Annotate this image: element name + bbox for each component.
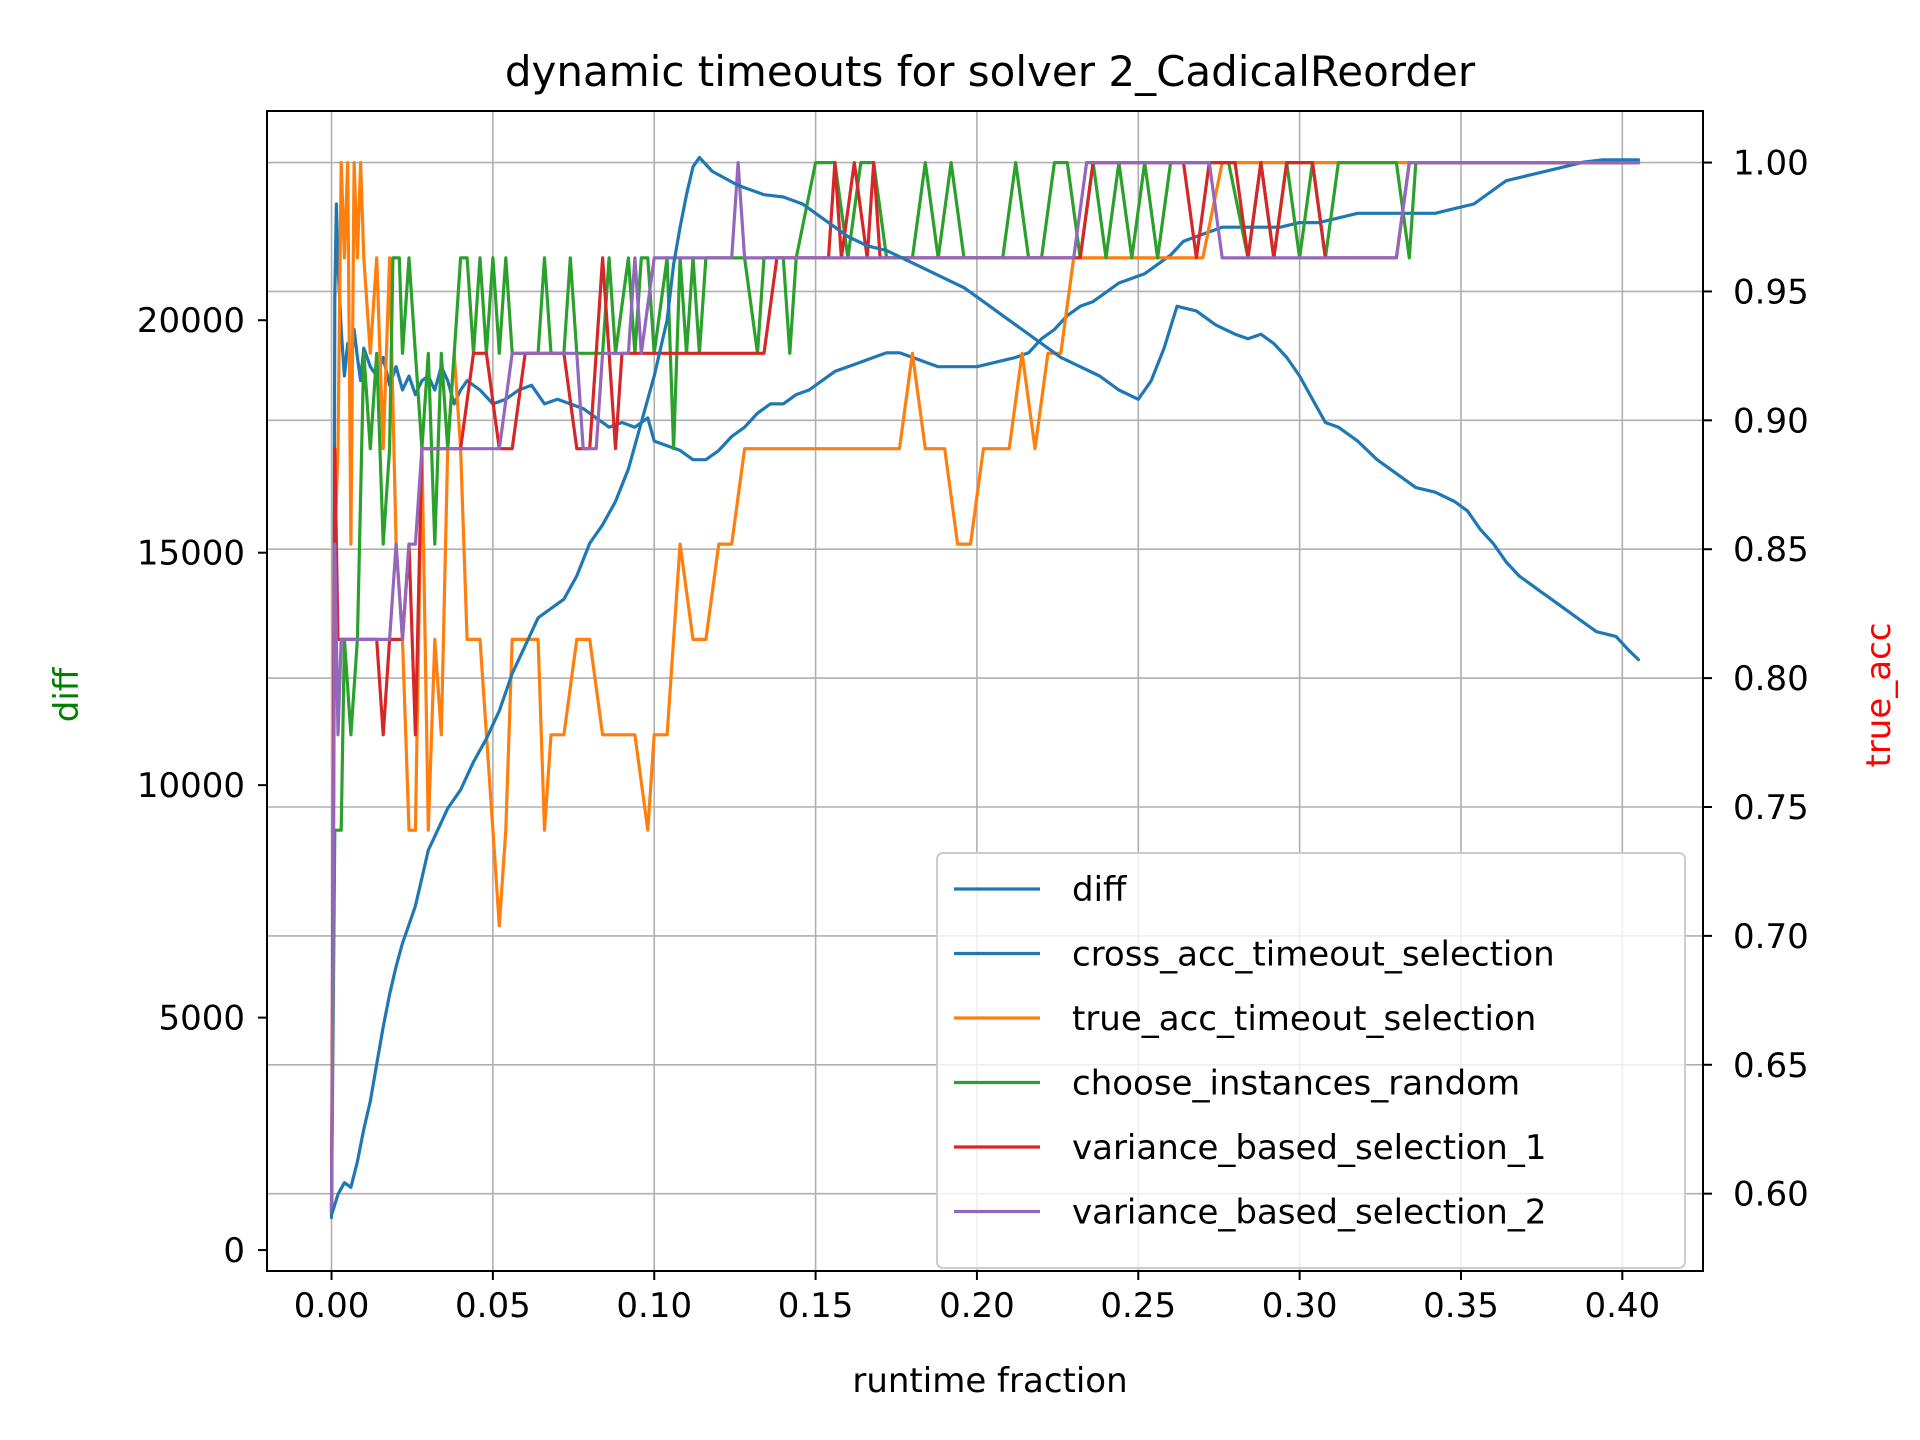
legend-label: true_acc_timeout_selection — [1072, 999, 1536, 1039]
legend-label: diff — [1072, 870, 1128, 910]
y-right-tick-label: 0.65 — [1733, 1046, 1809, 1086]
y-left-tick-label: 0 — [223, 1231, 245, 1271]
y-axis-left-title: diff — [47, 666, 87, 722]
y-right-tick-label: 0.80 — [1733, 659, 1809, 699]
x-tick-label: 0.35 — [1423, 1286, 1499, 1326]
y-right-tick-label: 0.70 — [1733, 917, 1809, 957]
legend-label: variance_based_selection_2 — [1072, 1193, 1546, 1233]
y-axis-right-title: true_acc — [1859, 623, 1899, 768]
legend-label: choose_instances_random — [1072, 1064, 1520, 1104]
x-tick-label: 0.15 — [778, 1286, 854, 1326]
y-right-tick-label: 0.85 — [1733, 530, 1809, 570]
plot-frame — [266, 110, 1704, 1272]
x-tick-label: 0.00 — [294, 1286, 370, 1326]
x-axis-title: runtime fraction — [852, 1361, 1127, 1401]
legend-label: cross_acc_timeout_selection — [1072, 935, 1555, 975]
x-tick-label: 0.10 — [616, 1286, 692, 1326]
y-left-tick-label: 10000 — [137, 766, 245, 806]
y-left-tick-label: 20000 — [137, 301, 245, 341]
series-line-variance-based-selection-2 — [329, 161, 1641, 1214]
x-tick-label: 0.30 — [1262, 1286, 1338, 1326]
x-tick-label: 0.40 — [1584, 1286, 1660, 1326]
y-left-tick-label: 15000 — [137, 534, 245, 574]
y-right-tick-label: 1.00 — [1733, 144, 1809, 184]
legend-label: variance_based_selection_1 — [1072, 1128, 1546, 1168]
x-tick-label: 0.25 — [1100, 1286, 1176, 1326]
y-right-tick-label: 0.95 — [1733, 272, 1809, 312]
series-layer — [329, 155, 1641, 1220]
chart-title: dynamic timeouts for solver 2_CadicalReo… — [505, 47, 1476, 96]
x-tick-label: 0.05 — [455, 1286, 531, 1326]
axes: 0.00 0.05 0.10 0.15 0.20 0.25 0.30 0.35 0.40 0.60… — [137, 144, 1809, 1326]
y-right-tick-label: 0.60 — [1733, 1175, 1809, 1215]
x-tick-label: 0.20 — [939, 1286, 1015, 1326]
y-right-tick-label: 0.75 — [1733, 788, 1809, 828]
y-right-tick-label: 0.90 — [1733, 401, 1809, 441]
series-line-diff — [329, 155, 1641, 1217]
y-left-tick-label: 5000 — [158, 999, 245, 1039]
legend: diff cross_acc_timeout_selection true_acc_… — [936, 852, 1686, 1269]
legend-box — [936, 852, 1686, 1269]
